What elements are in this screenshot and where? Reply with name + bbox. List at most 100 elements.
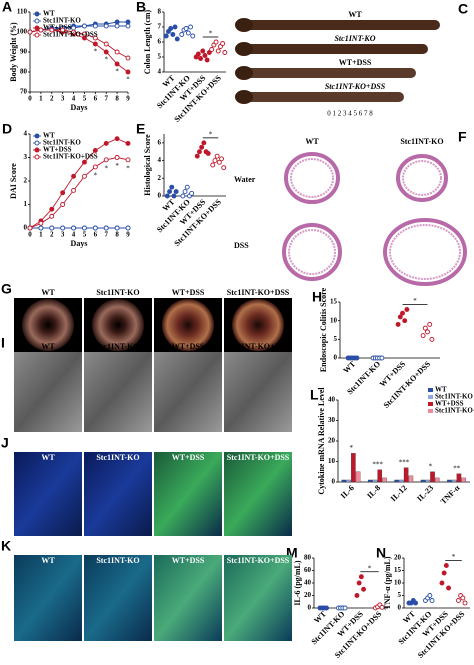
x-tick-label: 1 (39, 231, 43, 239)
y-tick-label: 6 (158, 138, 162, 146)
y-tick-label: 40 (304, 579, 312, 587)
data-point (172, 24, 178, 30)
row-label: DSS (234, 241, 249, 250)
data-point (125, 23, 131, 29)
series-line (29, 21, 128, 33)
photo-cecum (235, 42, 253, 56)
data-point (324, 605, 329, 611)
panel-letter: C (458, 1, 468, 17)
bar (408, 475, 414, 483)
y-tick-label: 1 (24, 200, 28, 208)
y-tick-label: 5 (398, 591, 402, 599)
significance: * (349, 444, 353, 452)
data-point (456, 598, 461, 603)
y-tick-label: 70 (20, 88, 28, 96)
photo-endoscope (232, 299, 284, 351)
data-point (103, 23, 109, 29)
data-point (49, 27, 55, 33)
image-label: Stc1INT-KO (96, 288, 139, 297)
legend-swatch (428, 388, 433, 392)
y-tick-label: 7 (158, 23, 162, 31)
significance: * (413, 297, 417, 305)
panel-letter: E (136, 121, 145, 137)
y-tick-label: 0 (24, 224, 28, 232)
x-tick-label: IL-23 (415, 483, 435, 503)
x-tick-label: 8 (115, 95, 119, 103)
data-point (356, 580, 362, 586)
bar (425, 479, 431, 483)
panel-letter: K (1, 538, 11, 554)
photo (154, 352, 222, 432)
image-label: WT (41, 288, 55, 297)
image-label: WT+DSS (172, 288, 205, 297)
panel-letter: A (2, 0, 12, 15)
data-point (125, 225, 131, 231)
y-tick-label: 2 (24, 177, 28, 185)
data-point (222, 50, 228, 55)
image-label: Stc1INT-KO (400, 137, 443, 146)
x-tick-label: 4 (72, 95, 76, 103)
data-point (221, 165, 227, 171)
data-point (379, 355, 385, 361)
legend-label: Stc1INT-KO (43, 17, 81, 25)
significance: *** (372, 460, 383, 468)
image-label: WT+DSS (172, 453, 205, 462)
y-tick-label: 20 (328, 437, 336, 445)
bar (351, 453, 356, 483)
data-point (460, 595, 466, 601)
bar (435, 477, 440, 483)
data-point (427, 593, 433, 598)
significance: * (429, 462, 433, 470)
data-point (171, 193, 177, 199)
y-tick-label: 4 (158, 156, 162, 164)
data-point (404, 307, 410, 312)
x-tick-label: 2 (50, 95, 54, 103)
data-point (174, 36, 180, 42)
y-tick-label: 15 (394, 566, 402, 574)
image-label: WT (41, 453, 55, 462)
photo-tissue (284, 152, 340, 204)
data-point (125, 69, 131, 75)
panel-letter: H (312, 289, 322, 305)
y-tick-label: 2 (158, 174, 162, 182)
data-point (354, 355, 360, 361)
data-point (184, 184, 190, 190)
y-tick-label: 0 (158, 192, 162, 200)
legend-swatch (428, 395, 433, 399)
photo-tissue-inner (389, 224, 461, 280)
data-point (125, 19, 131, 25)
legend-swatch (428, 409, 433, 413)
data-point (361, 586, 366, 592)
x-tick-label: IL-6 (339, 483, 356, 500)
data-point (210, 162, 216, 168)
image-label: WT (41, 556, 55, 565)
significance: * (368, 564, 372, 572)
panel-letter: G (1, 281, 12, 297)
photo-tissue (383, 218, 467, 286)
data-point (60, 202, 66, 207)
series-line (29, 29, 129, 59)
bar (399, 479, 404, 483)
data-point (114, 49, 120, 55)
data-point (71, 187, 77, 193)
panel-letter: L (310, 387, 319, 403)
data-point (422, 325, 428, 331)
data-point (402, 318, 408, 324)
bar (430, 471, 435, 483)
bar (346, 479, 351, 483)
data-point (215, 48, 221, 54)
y-tick-label: 5 (334, 335, 338, 343)
y-tick-label: 110 (17, 8, 28, 16)
data-point (429, 336, 435, 342)
photo-tissue (396, 154, 448, 202)
data-point (185, 30, 191, 36)
bar (377, 469, 383, 483)
data-point (164, 193, 170, 199)
x-tick-label: 6 (94, 231, 98, 239)
data-point (196, 149, 202, 155)
photo (224, 352, 292, 432)
data-point (114, 23, 120, 29)
photo-endoscope (162, 299, 214, 351)
y-tick-label: 60 (304, 566, 312, 574)
